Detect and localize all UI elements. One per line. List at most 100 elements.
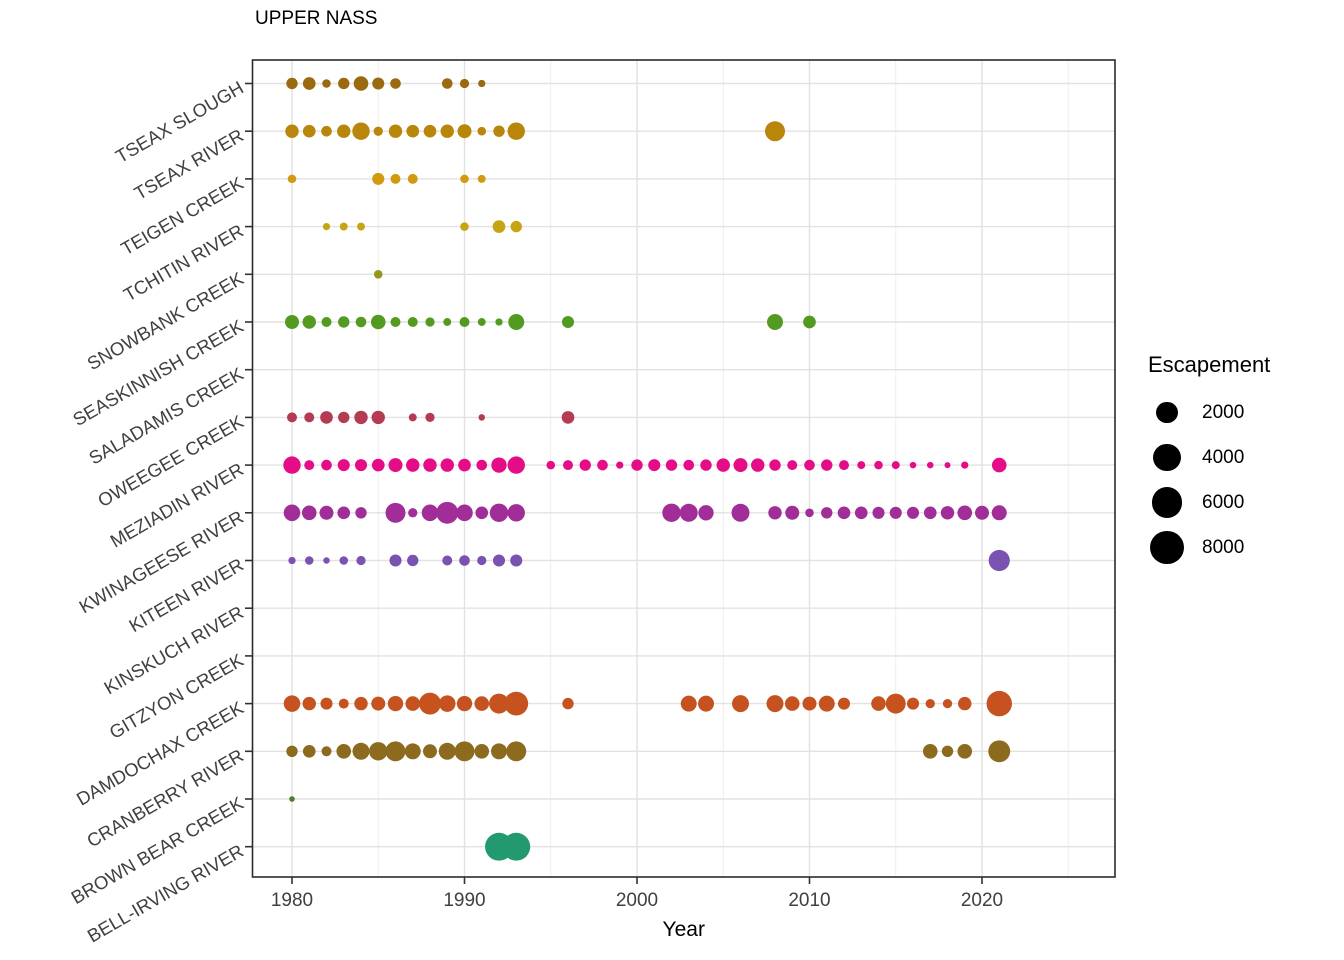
- data-point-meziadin-river: [733, 458, 748, 473]
- data-point-cranberry-river: [302, 744, 316, 758]
- data-point-meziadin-river: [700, 459, 712, 471]
- x-tick-label: 2010: [788, 890, 830, 911]
- data-point-damdochax-creek: [456, 695, 473, 712]
- legend-items: 2000 4000 6000 8000: [1148, 390, 1338, 570]
- data-point-tseax-river: [493, 125, 505, 137]
- data-point-tseax-river: [337, 124, 351, 138]
- data-point-tseax-slough: [478, 79, 486, 88]
- x-tick-label: 2020: [961, 890, 1003, 911]
- data-point-meziadin-river: [304, 460, 315, 471]
- legend-size-dot: [1151, 487, 1183, 518]
- data-point-snowbank-creek: [373, 270, 383, 279]
- data-point-damdochax-creek: [784, 696, 800, 711]
- data-point-kwinageese-river: [940, 506, 955, 520]
- data-point-meziadin-river: [787, 460, 798, 471]
- data-point-meziadin-river: [354, 459, 368, 472]
- data-point-tchitin-river: [510, 220, 522, 233]
- data-point-damdochax-creek: [474, 696, 490, 711]
- legend-title: Escapement: [1148, 352, 1271, 377]
- data-point-kiteen-river: [304, 556, 314, 565]
- y-axis-label-gitzyon-creek: GITZYON CREEK: [106, 649, 248, 743]
- data-point-kwinageese-river: [991, 505, 1007, 521]
- data-point-tseax-river: [423, 124, 437, 138]
- data-point-cranberry-river: [988, 740, 1011, 763]
- data-point-meziadin-river: [857, 461, 866, 470]
- data-point-meziadin-river: [616, 461, 624, 469]
- data-point-kwinageese-river: [975, 505, 989, 520]
- data-point-damdochax-creek: [504, 691, 529, 716]
- data-point-oweegee-creek: [561, 411, 575, 424]
- data-point-meziadin-river: [491, 457, 507, 473]
- data-point-tseax-river: [477, 126, 487, 136]
- data-point-tseax-river: [406, 124, 420, 138]
- data-point-seaskinnish-creek: [561, 315, 575, 329]
- data-point-meziadin-river: [751, 458, 765, 472]
- data-point-kwinageese-river: [283, 504, 301, 522]
- data-point-kwinageese-river: [785, 505, 800, 520]
- data-point-oweegee-creek: [425, 412, 435, 423]
- data-point-damdochax-creek: [320, 697, 333, 710]
- data-point-meziadin-river: [683, 459, 695, 471]
- data-point-tchitin-river: [460, 222, 469, 231]
- data-point-damdochax-creek: [766, 695, 784, 713]
- data-point-kwinageese-river: [837, 506, 851, 520]
- data-point-meziadin-river: [388, 458, 403, 473]
- data-point-meziadin-river: [546, 460, 556, 470]
- data-point-meziadin-river: [283, 456, 301, 474]
- data-point-kwinageese-river: [889, 506, 902, 519]
- data-point-meziadin-river: [406, 458, 420, 472]
- data-point-oweegee-creek: [478, 414, 485, 421]
- data-point-meziadin-river: [476, 459, 488, 471]
- data-point-seaskinnish-creek: [477, 318, 486, 326]
- data-point-kwinageese-river: [906, 506, 920, 519]
- data-point-meziadin-river: [961, 461, 969, 469]
- data-point-teigen-creek: [460, 174, 469, 184]
- data-point-cranberry-river: [491, 743, 507, 760]
- data-point-kwinageese-river: [475, 506, 489, 520]
- data-point-seaskinnish-creek: [407, 317, 418, 327]
- data-point-cranberry-river: [922, 744, 938, 759]
- legend-size-dot: [1156, 401, 1178, 424]
- data-point-seaskinnish-creek: [390, 317, 401, 327]
- data-point-tchitin-river: [357, 222, 365, 231]
- x-tick-label: 1990: [443, 890, 485, 911]
- data-point-tchitin-river: [339, 222, 348, 231]
- data-point-kiteen-river: [988, 549, 1010, 572]
- data-point-kwinageese-river: [301, 505, 317, 521]
- x-tick-label: 1980: [271, 890, 313, 911]
- data-point-oweegee-creek: [408, 413, 417, 422]
- data-point-damdochax-creek: [438, 695, 456, 712]
- data-point-cranberry-river: [438, 742, 456, 760]
- data-point-meziadin-river: [371, 458, 385, 472]
- data-point-kwinageese-river: [456, 504, 473, 522]
- data-point-seaskinnish-creek: [338, 316, 350, 328]
- data-point-meziadin-river: [563, 460, 573, 471]
- data-point-teigen-creek: [390, 173, 401, 184]
- legend-value-label: 2000: [1202, 401, 1245, 423]
- data-point-meziadin-river: [839, 460, 849, 471]
- data-point-kiteen-river: [510, 554, 523, 567]
- data-point-tseax-slough: [338, 77, 350, 90]
- data-point-kwinageese-river: [662, 503, 681, 523]
- data-point-seaskinnish-creek: [285, 315, 299, 329]
- data-point-teigen-creek: [287, 174, 297, 184]
- data-point-meziadin-river: [507, 456, 525, 474]
- data-point-kiteen-river: [339, 556, 349, 565]
- legend-item: 4000: [1148, 435, 1338, 480]
- data-point-tseax-slough: [441, 78, 453, 89]
- data-point-teigen-creek: [477, 174, 486, 183]
- data-point-seaskinnish-creek: [302, 315, 316, 329]
- data-point-tseax-slough: [286, 77, 298, 90]
- data-point-meziadin-river: [597, 459, 608, 471]
- data-point-kwinageese-river: [421, 504, 439, 522]
- data-point-tseax-slough: [459, 78, 470, 89]
- data-point-cranberry-river: [941, 745, 954, 757]
- data-point-damdochax-creek: [986, 690, 1012, 717]
- data-point-damdochax-creek: [371, 696, 386, 711]
- data-point-seaskinnish-creek: [443, 318, 452, 326]
- data-point-damdochax-creek: [925, 698, 935, 709]
- data-point-tseax-slough: [322, 79, 331, 88]
- data-point-kiteen-river: [442, 555, 453, 566]
- data-point-damdochax-creek: [871, 696, 886, 711]
